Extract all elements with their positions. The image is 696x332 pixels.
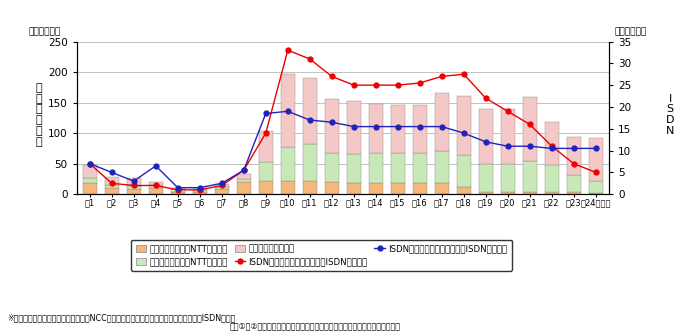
Bar xyxy=(589,138,603,181)
Bar xyxy=(303,181,317,194)
Bar xyxy=(479,164,493,192)
Bar xyxy=(281,74,294,147)
Bar xyxy=(369,153,383,183)
Bar xyxy=(149,185,163,188)
Bar xyxy=(567,192,580,194)
Bar xyxy=(83,165,97,178)
Bar xyxy=(171,188,184,189)
Bar xyxy=(193,192,207,194)
Bar xyxy=(435,183,449,194)
Bar xyxy=(215,185,228,187)
Bar xyxy=(391,153,404,183)
Bar xyxy=(325,99,338,153)
Bar xyxy=(171,189,184,192)
Bar xyxy=(171,192,184,194)
Bar xyxy=(259,181,273,194)
Bar xyxy=(105,188,118,194)
Bar xyxy=(325,182,338,194)
Bar xyxy=(523,97,537,161)
Bar xyxy=(501,164,514,192)
Bar xyxy=(413,153,427,183)
Bar xyxy=(127,178,141,186)
Bar xyxy=(281,147,294,181)
Bar xyxy=(413,183,427,194)
Bar xyxy=(83,178,97,183)
Bar xyxy=(347,154,361,183)
Text: 加
入
電
話
時
間: 加 入 電 話 時 間 xyxy=(36,83,42,147)
Bar xyxy=(83,183,97,194)
Bar xyxy=(281,181,294,194)
Bar xyxy=(567,137,580,175)
Bar xyxy=(127,186,141,189)
Bar xyxy=(589,193,603,194)
Legend: 加入電話（東・西NTT事務用）, 加入電話（東・西NTT住宅用）, 加入電話（その他）, ISDN通話モード（長距離系のISDN含まず）, ISDN通信モード（: 加入電話（東・西NTT事務用）, 加入電話（東・西NTT住宅用）, 加入電話（そ… xyxy=(132,240,512,271)
Bar xyxy=(237,179,251,182)
Bar xyxy=(435,151,449,183)
Bar xyxy=(149,182,163,185)
Text: ※　「加入電話（その他）」は地域系NCCの加入電話及び長距離系事業者の加入電話・ISDNの合算: ※ 「加入電話（その他）」は地域系NCCの加入電話及び長距離系事業者の加入電話・… xyxy=(7,314,235,323)
Bar xyxy=(303,144,317,181)
Bar xyxy=(369,104,383,153)
Bar xyxy=(105,185,118,188)
Bar xyxy=(457,97,470,155)
Bar xyxy=(523,192,537,194)
Bar xyxy=(347,183,361,194)
Bar xyxy=(413,105,427,153)
Bar xyxy=(215,189,228,194)
Bar xyxy=(303,78,317,144)
Bar xyxy=(479,192,493,194)
Bar xyxy=(237,182,251,194)
Bar xyxy=(105,177,118,185)
Bar xyxy=(545,165,559,192)
Bar xyxy=(369,183,383,194)
Bar xyxy=(457,155,470,187)
Bar xyxy=(545,122,559,165)
Bar xyxy=(237,174,251,179)
Bar xyxy=(545,192,559,194)
Bar xyxy=(193,190,207,192)
Text: （百万時間）: （百万時間） xyxy=(615,27,647,36)
Bar xyxy=(193,188,207,190)
Bar xyxy=(567,175,580,192)
Bar xyxy=(259,162,273,181)
Bar xyxy=(215,187,228,189)
Bar xyxy=(501,192,514,194)
Bar xyxy=(127,189,141,194)
Bar xyxy=(391,105,404,153)
Bar xyxy=(479,109,493,164)
Text: I
S
D
N: I S D N xyxy=(666,94,674,136)
Text: （百万時間）: （百万時間） xyxy=(29,27,61,36)
Bar xyxy=(259,131,273,162)
Bar xyxy=(501,109,514,164)
Bar xyxy=(325,153,338,182)
Bar xyxy=(435,93,449,151)
Bar xyxy=(523,161,537,192)
Bar xyxy=(347,101,361,154)
Bar xyxy=(589,181,603,193)
Bar xyxy=(391,183,404,194)
Text: 図表①、②　総務省「トラヒックからみた我が国の通信利用状況」により作成: 図表①、② 総務省「トラヒックからみた我が国の通信利用状況」により作成 xyxy=(230,321,401,330)
Bar xyxy=(149,188,163,194)
Bar xyxy=(457,187,470,194)
